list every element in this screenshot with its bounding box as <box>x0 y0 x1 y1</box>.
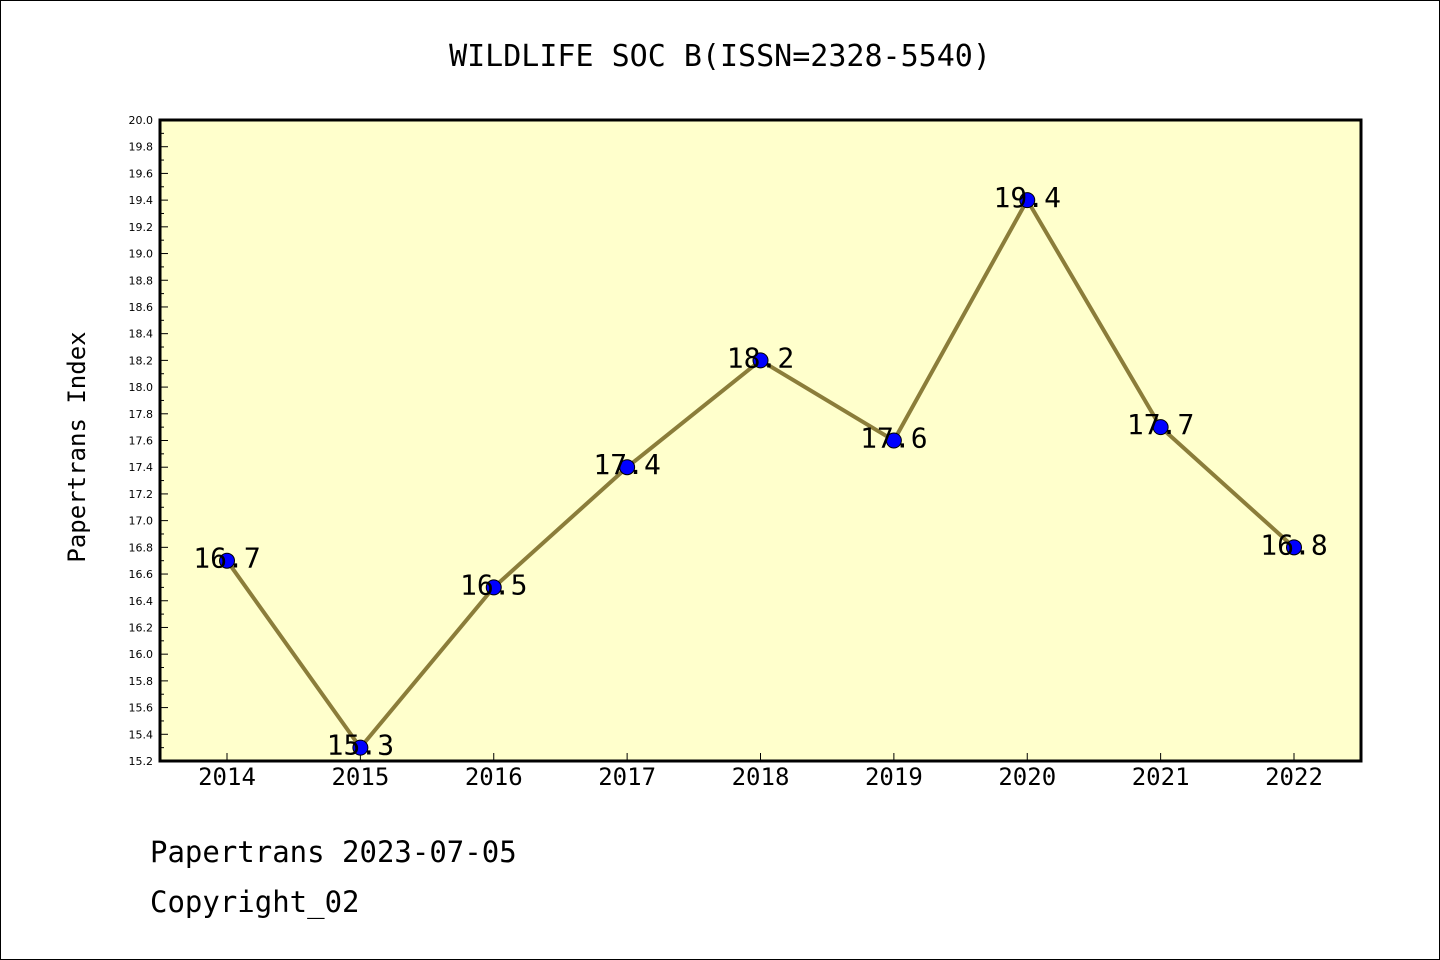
y-axis-ticks: 15.2 15.4 15.6 15.8 16.0 16.2 16.4 16.6 16.8 17.0… <box>129 114 168 768</box>
footer-date: Papertrans 2023-07-05 <box>150 835 517 869</box>
data-label: 15.3 <box>327 729 394 762</box>
y-tick-label: 19.0 <box>129 248 154 261</box>
y-tick-label: 15.8 <box>129 675 154 688</box>
y-tick-label: 16.8 <box>129 541 154 554</box>
y-tick-label: 16.0 <box>129 648 154 661</box>
x-tick-label: 2021 <box>1132 763 1190 791</box>
plot-area <box>158 118 1363 763</box>
y-tick-label: 20.0 <box>129 114 154 127</box>
data-point <box>219 552 235 569</box>
x-axis-ticks: 2014 2015 2016 2017 2018 2019 2020 2021 2022 <box>198 753 1323 791</box>
data-label: 17.4 <box>593 448 660 481</box>
footer-copyright: Copyright_02 <box>150 885 360 919</box>
data-label: 16.5 <box>460 568 527 601</box>
data-point <box>1152 419 1169 436</box>
data-points <box>219 192 1302 756</box>
data-point <box>352 739 369 756</box>
x-tick-label: 2015 <box>331 763 389 791</box>
x-tick-label: 2022 <box>1265 763 1323 791</box>
y-tick-label: 18.0 <box>129 381 154 394</box>
y-tick-label: 17.4 <box>129 461 154 474</box>
x-tick-label: 2017 <box>598 763 656 791</box>
y-tick-label: 19.6 <box>129 167 154 180</box>
y-tick-label: 17.8 <box>129 408 154 421</box>
x-tick-label: 2016 <box>465 763 523 791</box>
y-tick-label: 19.2 <box>129 221 154 234</box>
x-tick-label: 2018 <box>732 763 790 791</box>
data-point <box>1286 539 1302 556</box>
y-tick-label: 16.2 <box>129 621 154 634</box>
y-tick-label: 18.6 <box>129 301 154 314</box>
data-point <box>885 432 902 449</box>
y-tick-label: 19.8 <box>129 141 154 154</box>
y-tick-label: 18.8 <box>129 274 154 287</box>
data-labels: 16.7 15.3 16.5 17.4 18.2 17.6 19.4 17.7 16.8 <box>193 181 1327 762</box>
data-label: 18.2 <box>727 341 794 374</box>
data-point <box>1019 192 1036 209</box>
x-tick-label: 2020 <box>998 763 1056 791</box>
y-tick-label: 17.6 <box>129 435 154 448</box>
chart-title: WILDLIFE SOC B(ISSN=2328-5540) <box>449 39 991 74</box>
data-label: 17.7 <box>1127 408 1194 441</box>
y-tick-label: 16.4 <box>129 595 154 608</box>
x-tick-label: 2019 <box>865 763 923 791</box>
y-tick-label: 17.0 <box>129 515 154 528</box>
y-tick-label: 15.2 <box>129 755 154 768</box>
data-point <box>752 352 769 369</box>
y-tick-label: 19.4 <box>129 194 154 207</box>
data-label: 19.4 <box>994 181 1061 214</box>
y-axis-label: Papertrans Index <box>63 331 91 562</box>
data-point <box>485 579 502 596</box>
data-point <box>619 459 636 476</box>
data-label: 16.7 <box>193 542 260 575</box>
x-tick-label: 2014 <box>198 763 256 791</box>
y-tick-label: 15.6 <box>129 702 154 715</box>
y-tick-label: 18.4 <box>129 328 154 341</box>
y-tick-label: 16.6 <box>129 568 154 581</box>
y-tick-label: 15.4 <box>129 728 154 741</box>
data-label: 17.6 <box>860 422 927 455</box>
y-tick-label: 18.2 <box>129 354 154 367</box>
data-label: 16.8 <box>1260 528 1327 561</box>
y-tick-label: 17.2 <box>129 488 154 501</box>
